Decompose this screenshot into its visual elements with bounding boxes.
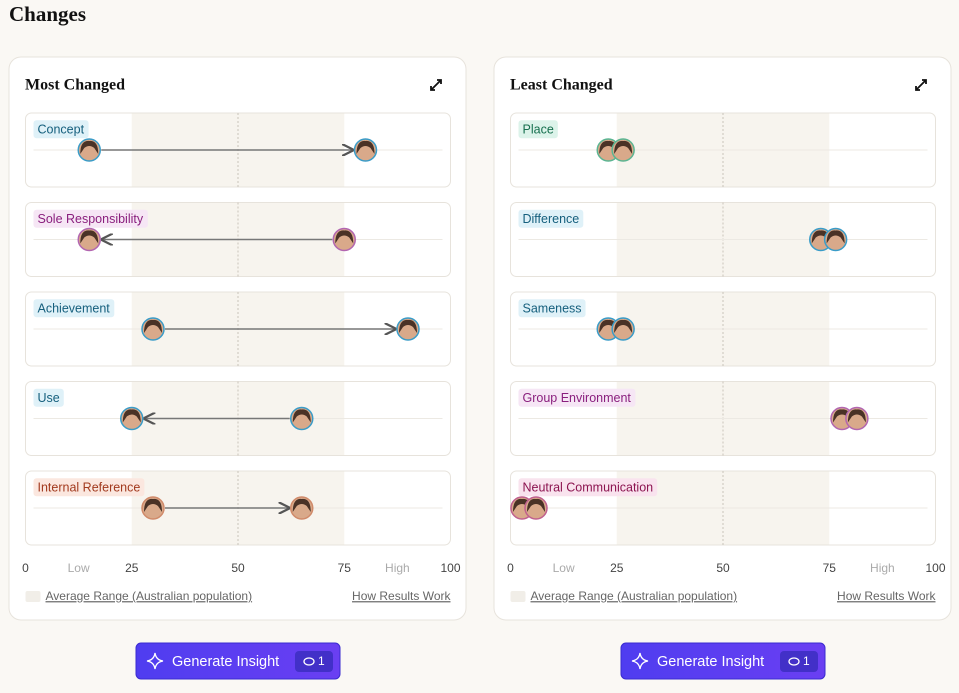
row-label: Sameness (523, 301, 582, 315)
axis-tick-label: 75 (338, 561, 352, 575)
legend-swatch (25, 591, 41, 602)
axis-tick-label: 100 (925, 561, 945, 575)
avatar-hair (599, 319, 618, 333)
avatar-hair (599, 140, 618, 154)
avatar-hair (614, 140, 633, 154)
generate-button[interactable]: Generate Insight 1 (135, 642, 341, 680)
avatar-hair (144, 498, 162, 512)
label-chip (518, 478, 658, 497)
label-chip (33, 478, 145, 497)
avatar (290, 406, 314, 431)
avatar-hair (292, 498, 311, 512)
expand-icon (430, 79, 442, 91)
button-bg (620, 642, 826, 680)
avatar (396, 317, 420, 341)
avatar (120, 406, 144, 431)
label-chip (33, 120, 89, 139)
row-label: Sole Responsibility (38, 212, 144, 226)
avatar-hair (335, 230, 354, 244)
avatar (611, 138, 635, 162)
axis-tick-label: Low (68, 561, 90, 575)
avatar-hair (826, 230, 845, 244)
axis-tick-label: 50 (716, 561, 730, 575)
legend-text: Average Range (Australian population) (46, 589, 253, 603)
avatar-hair (811, 230, 830, 244)
results-link[interactable]: How Results Work (352, 589, 451, 603)
panel-title: Most Changed (25, 77, 125, 94)
avatar-hair (833, 409, 851, 423)
avatar-hair (847, 409, 866, 423)
label-chip (518, 209, 584, 228)
row-label: Difference (523, 212, 580, 226)
avatar-hair (144, 319, 162, 333)
avatar-hair (80, 230, 99, 244)
row-label: Concept (38, 122, 85, 136)
legend-swatch (510, 591, 526, 602)
generate-button[interactable]: Generate Insight 1 (620, 642, 826, 680)
button-label: Generate Insight (657, 654, 764, 670)
row-label: Place (523, 122, 554, 136)
axis-tick-label: 75 (823, 561, 837, 575)
axis-tick-label: 25 (610, 561, 624, 575)
button-bg (135, 642, 341, 680)
avatar (611, 317, 635, 341)
label-chip (518, 299, 586, 318)
avatar (332, 227, 356, 252)
row-label: Use (38, 391, 60, 405)
label-chip (33, 209, 148, 228)
row-label: Group Environment (523, 391, 632, 405)
avatar-hair (292, 409, 311, 423)
row-label: Internal Reference (38, 480, 141, 494)
avatar (141, 496, 165, 520)
avatar (77, 138, 101, 162)
badge-count: 1 (318, 654, 325, 668)
axis-tick-label: Low (553, 561, 575, 575)
avatar (141, 317, 165, 341)
avatar (845, 406, 869, 431)
avatar-hair (80, 140, 99, 154)
panel-title: Least Changed (510, 77, 613, 94)
label-chip (33, 299, 115, 318)
axis-tick-label: 25 (125, 561, 139, 575)
axis-tick-label: High (385, 561, 410, 575)
axis-tick-label: 50 (231, 561, 245, 575)
sparkle-icon (146, 652, 164, 670)
button-label: Generate Insight (172, 654, 279, 670)
label-chip (518, 388, 636, 407)
legend-text: Average Range (Australian population) (531, 589, 738, 603)
results-link[interactable]: How Results Work (837, 589, 936, 603)
avatar-hair (122, 409, 141, 423)
sparkle-icon (631, 652, 649, 670)
avatar (823, 227, 848, 252)
label-chip (518, 120, 558, 139)
axis-tick-label: 0 (22, 561, 29, 575)
expand-button[interactable] (915, 79, 927, 91)
badge-icon (788, 657, 800, 666)
avatar-hair (399, 319, 417, 333)
expand-icon (915, 79, 927, 91)
label-chip (33, 388, 64, 407)
axis-tick-label: 100 (440, 561, 460, 575)
avatar (524, 496, 548, 520)
badge-icon (303, 657, 315, 666)
axis-tick-label: High (870, 561, 895, 575)
avatar (353, 138, 378, 162)
avatar-hair (527, 498, 545, 512)
avatar-hair (614, 319, 633, 333)
avatar-hair (356, 140, 375, 154)
avatar (290, 496, 314, 520)
row-label: Neutral Communication (523, 480, 654, 494)
badge-count: 1 (803, 654, 810, 668)
avatar (77, 227, 101, 252)
row-label: Achievement (38, 301, 111, 315)
page-title: Changes (9, 2, 86, 26)
expand-button[interactable] (430, 79, 442, 91)
axis-tick-label: 0 (507, 561, 514, 575)
